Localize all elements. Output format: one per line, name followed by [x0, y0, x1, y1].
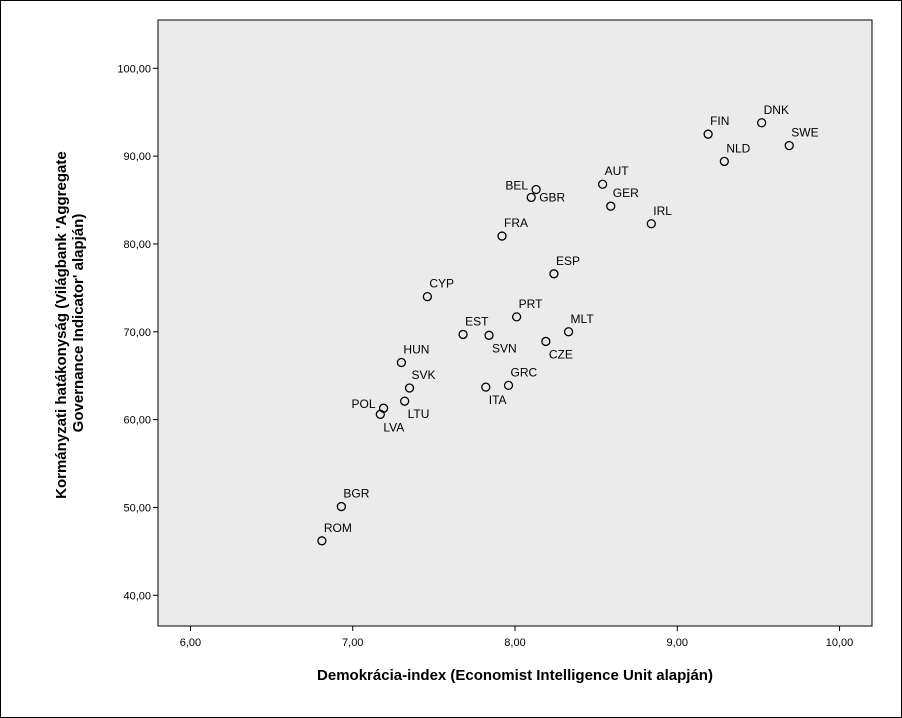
point-label-ita: ITA: [489, 393, 507, 407]
point-svk: [404, 383, 415, 393]
point-fra: [497, 231, 507, 241]
point-swe: [784, 140, 794, 151]
point-label-fra: FRA: [504, 216, 528, 230]
point-mlt: [563, 327, 574, 337]
point-ita: [481, 382, 491, 392]
point-cze: [541, 336, 551, 347]
point-label-swe: SWE: [791, 126, 818, 140]
y-tick-label-3: 70,00: [123, 327, 151, 339]
point-label-esp: ESP: [556, 254, 580, 268]
point-ger: [606, 201, 616, 211]
point-label-cze: CZE: [549, 347, 573, 361]
point-esp: [549, 269, 559, 279]
point-label-svn: SVN: [492, 341, 517, 355]
point-svn: [484, 330, 494, 340]
y-tick-label-2: 60,00: [123, 415, 151, 427]
x-tick-label-0: 6,00: [180, 637, 201, 649]
point-label-hun: HUN: [403, 343, 429, 357]
point-label-fin: FIN: [710, 114, 729, 128]
point-label-bel: BEL: [505, 179, 528, 193]
x-tick-label-2: 8,00: [504, 637, 525, 649]
point-label-svk: SVK: [412, 368, 436, 382]
point-bgr: [336, 501, 347, 512]
y-tick-label-0: 40,00: [123, 590, 151, 602]
point-label-ger: GER: [613, 186, 639, 200]
point-grc: [503, 380, 514, 391]
point-est: [458, 329, 468, 340]
x-tick-label-3: 9,00: [667, 637, 688, 649]
point-nld: [719, 156, 729, 167]
point-irl: [646, 219, 656, 229]
point-label-rom: ROM: [324, 521, 352, 535]
point-label-prt: PRT: [519, 297, 543, 311]
point-label-ltu: LTU: [408, 407, 430, 421]
x-tick-label-4: 10,00: [826, 637, 854, 649]
point-prt: [511, 312, 522, 322]
y-tick-label-5: 90,00: [123, 151, 151, 163]
point-label-pol: POL: [352, 397, 376, 411]
point-label-dnk: DNK: [764, 103, 789, 117]
point-label-mlt: MLT: [571, 312, 595, 326]
axis-ticks: 6,00 7,00 8,00 9,00 10,00 40,00 50,00 60,00 70,0…: [117, 63, 853, 649]
point-lva: [375, 409, 385, 419]
point-cyp: [422, 292, 433, 302]
point-label-lva: LVA: [383, 420, 404, 434]
point-label-grc: GRC: [511, 365, 538, 379]
y-axis-title-line-1: Kormányzati hatákonyság (Világbank 'Aggr…: [53, 151, 70, 499]
y-axis-title-line-2: Governance Indicator' alapján): [70, 214, 87, 433]
plot-area: [157, 19, 873, 627]
point-label-gbr: GBR: [539, 190, 565, 204]
point-label-nld: NLD: [726, 141, 750, 155]
x-tick-label-1: 7,00: [342, 637, 363, 649]
point-aut: [597, 179, 608, 189]
x-axis-title: Demokrácia-index (Economist Intelligence…: [317, 667, 713, 684]
point-label-cyp: CYP: [429, 277, 454, 291]
point-gbr: [526, 192, 536, 203]
y-tick-label-6: 100,00: [117, 63, 151, 75]
point-label-aut: AUT: [605, 164, 630, 178]
point-ltu: [400, 396, 410, 406]
y-axis-title: Kormányzati hatákonyság (Világbank 'Aggr…: [53, 147, 87, 499]
point-hun: [396, 357, 407, 368]
point-rom: [317, 536, 327, 546]
point-label-est: EST: [465, 314, 489, 328]
data-points: DNK FIN SWE NLD AUT BEL GBR GER IRL FRA ESP CYP PRT M…: [317, 103, 819, 546]
y-tick-label-4: 80,00: [123, 239, 151, 251]
point-fin: [703, 129, 713, 139]
point-label-bgr: BGR: [343, 487, 369, 501]
point-bel: [531, 184, 541, 195]
y-tick-label-1: 50,00: [123, 502, 151, 514]
point-label-irl: IRL: [653, 204, 672, 218]
point-dnk: [757, 118, 767, 128]
